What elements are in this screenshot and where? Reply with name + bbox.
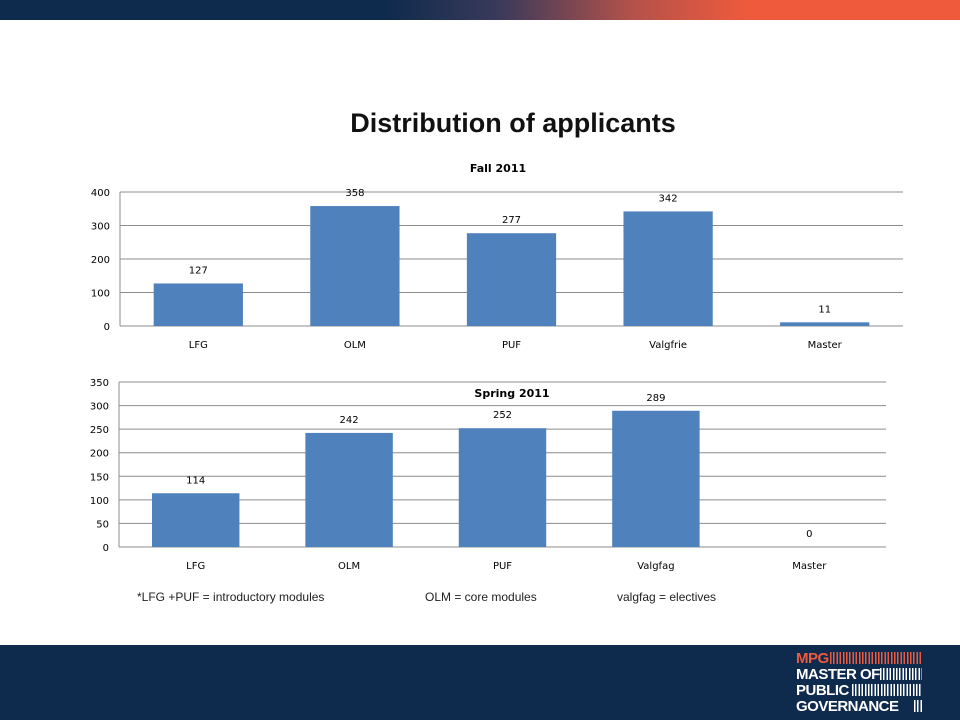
chart-title: Spring 2011 (474, 387, 549, 400)
logo-line-master-of: MASTER OF (796, 666, 880, 683)
category-label: Valgfrie (649, 340, 687, 351)
data-label: 358 (345, 188, 364, 199)
data-label: 242 (340, 415, 359, 426)
y-tick-label: 100 (91, 289, 110, 300)
logo-stripes-decor (852, 684, 922, 696)
y-tick-label: 200 (90, 449, 109, 460)
bar-puf (466, 233, 557, 326)
y-tick-label: 300 (90, 402, 109, 413)
bar-lfg (151, 493, 240, 547)
category-label: Master (792, 561, 827, 572)
chart-title: Fall 2011 (470, 162, 526, 175)
y-tick-label: 400 (91, 188, 110, 199)
category-label: OLM (338, 561, 360, 572)
footnote-introductory: *LFG +PUF = introductory modules (137, 590, 325, 604)
category-label: LFG (186, 561, 205, 572)
logo-line-governance: GOVERNANCE (796, 698, 899, 715)
data-label: 289 (646, 393, 665, 404)
bar-olm (310, 206, 400, 326)
bar-puf (458, 428, 547, 547)
bar-olm (305, 432, 393, 547)
footnote-core: OLM = core modules (425, 590, 537, 604)
bar-master (780, 322, 870, 326)
mpg-logo: MPG MASTER OF PUBLIC GOVERNANCE (796, 651, 924, 715)
bar-valgfrie (623, 211, 713, 326)
y-tick-label: 100 (90, 496, 109, 507)
data-label: 114 (186, 475, 205, 486)
y-tick-label: 50 (96, 519, 109, 530)
data-label: 252 (493, 410, 512, 421)
bar-lfg (153, 283, 243, 326)
category-label: PUF (493, 561, 512, 572)
y-tick-label: 250 (90, 425, 109, 436)
category-label: Valgfag (637, 561, 674, 572)
logo-stripes-decor (880, 668, 922, 680)
slide-title: Distribution of applicants (350, 108, 676, 138)
y-tick-label: 200 (91, 255, 110, 266)
logo-stripes-decor (830, 652, 922, 664)
category-label: LFG (189, 340, 208, 351)
y-tick-label: 350 (90, 378, 109, 389)
top-gradient-bar (0, 0, 960, 20)
category-label: OLM (344, 340, 366, 351)
logo-line-mpg: MPG (796, 650, 829, 667)
y-tick-label: 300 (91, 222, 110, 233)
data-label: 277 (502, 215, 521, 226)
data-label: 342 (659, 193, 678, 204)
bottom-band (0, 645, 960, 720)
bar-valgfag (612, 410, 700, 547)
chart-spring-2011: 0 50 100 150 200 250 300 350 Spring 2011 114 LFG 24… (90, 378, 886, 572)
footnote-electives: valgfag = electives (617, 590, 717, 604)
chart-fall-2011: 0 100 200 300 400 Fall 2011 127 LFG 358 OLM 277 PUF… (91, 162, 903, 351)
data-label: 11 (818, 304, 831, 315)
logo-stripes-decor (914, 700, 922, 712)
logo-line-public: PUBLIC (796, 682, 849, 699)
y-tick-label: 150 (90, 472, 109, 483)
category-label: Master (808, 340, 843, 351)
data-label: 127 (189, 265, 208, 276)
y-tick-label: 0 (103, 543, 109, 554)
data-label: 0 (806, 529, 812, 540)
y-tick-label: 0 (104, 322, 110, 333)
category-label: PUF (502, 340, 521, 351)
